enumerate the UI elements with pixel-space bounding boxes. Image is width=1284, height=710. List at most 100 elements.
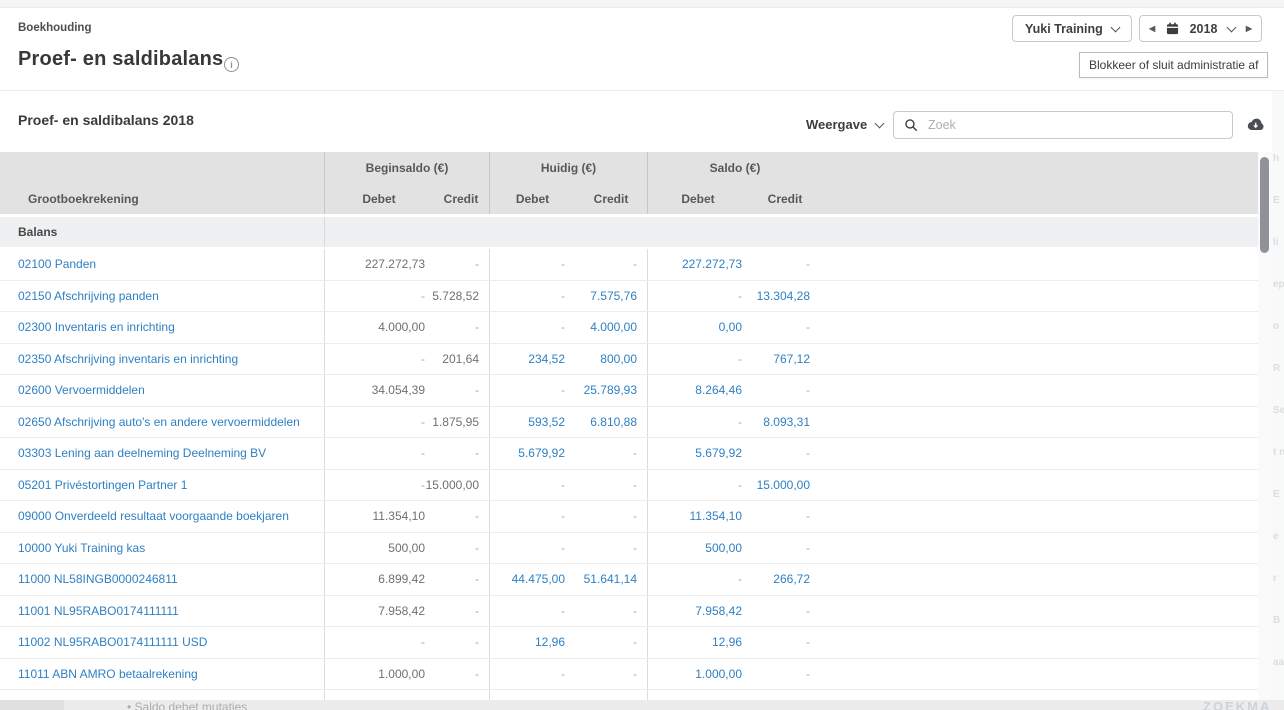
column-header-credit: Credit	[575, 183, 648, 214]
table-body: 02100 Panden 227.272,73 - - - 227.272,73…	[0, 249, 1258, 690]
huidig-debet-value[interactable]: 593,52	[528, 414, 565, 429]
saldo-debet-value: -	[738, 288, 742, 303]
account-link[interactable]: 03303 Lening aan deelneming Deelneming B…	[18, 446, 267, 461]
account-link[interactable]: 11002 NL95RABO0174111111 USD	[18, 635, 208, 650]
saldo-credit-value: -	[806, 603, 810, 618]
account-link[interactable]: 02350 Afschrijving inventaris en inricht…	[18, 351, 239, 366]
huidig-debet-value: -	[561, 666, 565, 681]
edge-peek-text: E	[1273, 489, 1280, 500]
edge-peek-text: R	[1273, 363, 1281, 374]
saldo-credit-value[interactable]: 767,12	[773, 351, 810, 366]
edge-peek-text: h	[1273, 153, 1280, 164]
view-dropdown[interactable]: Weergave	[806, 117, 885, 132]
next-year-arrow-icon[interactable]: ▶	[1245, 23, 1252, 33]
account-link[interactable]: 05201 Privéstortingen Partner 1	[18, 477, 188, 492]
huidig-credit-value: -	[633, 446, 637, 461]
corner-watermark-text: ZOEKMA	[1203, 700, 1272, 710]
huidig-debet-value[interactable]: 44.475,00	[511, 572, 565, 587]
huidig-credit-value[interactable]: 7.575,76	[590, 288, 637, 303]
account-link[interactable]: 09000 Onverdeeld resultaat voorgaande bo…	[18, 509, 289, 524]
huidig-credit-value: -	[633, 666, 637, 681]
beginsaldo-credit-value: 1.875,95	[432, 414, 479, 429]
huidig-debet-value: -	[561, 540, 565, 555]
account-link[interactable]: 02150 Afschrijving panden	[18, 288, 159, 303]
previous-year-arrow-icon[interactable]: ◀	[1149, 23, 1156, 33]
beginsaldo-credit-value: -	[475, 635, 479, 650]
huidig-credit-value[interactable]: 6.810,88	[590, 414, 637, 429]
huidig-debet-value: -	[561, 320, 565, 335]
table-group-header-row: Beginsaldo (€) Huidig (€) Saldo (€)	[0, 152, 1258, 183]
huidig-credit-value[interactable]: 4.000,00	[590, 320, 637, 335]
account-link[interactable]: 11011 ABN AMRO betaalrekening	[18, 666, 198, 681]
table-row: 02600 Vervoermiddelen 34.054,39 - - 25.7…	[0, 375, 1258, 407]
account-link[interactable]: 10000 Yuki Training kas	[18, 540, 146, 555]
beginsaldo-credit-value: -	[475, 383, 479, 398]
huidig-debet-value[interactable]: 234,52	[528, 351, 565, 366]
huidig-credit-value[interactable]: 51.641,14	[583, 572, 637, 587]
company-selector[interactable]: Yuki Training	[1012, 15, 1132, 42]
saldo-credit-value[interactable]: 13.304,28	[756, 288, 810, 303]
panel-divider	[0, 90, 1284, 91]
vertical-scrollbar[interactable]	[1258, 152, 1272, 710]
edge-peek-text: o	[1273, 321, 1280, 332]
huidig-credit-value[interactable]: 800,00	[600, 351, 637, 366]
beginsaldo-debet-value: -	[421, 351, 425, 366]
column-header-credit: Credit	[767, 191, 803, 206]
huidig-credit-value: -	[633, 509, 637, 524]
saldo-credit-value[interactable]: 8.093,31	[763, 414, 810, 429]
edge-peek-text: aa	[1273, 657, 1284, 668]
download-cloud-icon[interactable]	[1246, 117, 1265, 132]
block-administration-button[interactable]: Blokkeer of sluit administratie af	[1079, 52, 1269, 78]
year-value[interactable]: 2018	[1189, 21, 1218, 36]
account-link[interactable]: 02650 Afschrijving auto's en andere verv…	[18, 414, 300, 429]
saldo-debet-value[interactable]: 0,00	[718, 320, 742, 335]
saldo-debet-value[interactable]: 500,00	[705, 540, 742, 555]
edge-peek-text: B	[1273, 615, 1281, 626]
saldo-debet-value[interactable]: 11.354,10	[689, 509, 743, 524]
saldo-debet-value[interactable]: 1.000,00	[695, 666, 742, 681]
search-box[interactable]	[893, 111, 1233, 139]
saldo-debet-value[interactable]: 12,96	[711, 635, 742, 650]
huidig-credit-value: -	[633, 603, 637, 618]
saldo-debet-value[interactable]: 227.272,73	[681, 257, 742, 272]
saldo-debet-value: -	[738, 414, 742, 429]
account-link[interactable]: 11000 NL58INGB0000246811	[18, 572, 178, 587]
beginsaldo-credit-value: 201,64	[442, 351, 479, 366]
table-column-header-row: Grootboekrekening Debet Credit Debet Cre…	[0, 183, 1258, 214]
info-icon[interactable]: i	[224, 57, 239, 72]
scrollbar-thumb[interactable]	[1260, 157, 1269, 253]
group-header-beginsaldo: Beginsaldo (€)	[325, 152, 490, 183]
beginsaldo-debet-value: 1.000,00	[378, 666, 425, 681]
huidig-credit-value: -	[633, 540, 637, 555]
search-input[interactable]	[926, 117, 1222, 133]
saldo-credit-value[interactable]: 266,72	[773, 572, 810, 587]
huidig-debet-value: -	[561, 288, 565, 303]
saldo-credit-value: -	[806, 540, 810, 555]
table-footer-legend: • Saldo debet mutaties ZOEKMA	[0, 700, 1284, 710]
saldo-debet-value[interactable]: 5.679,92	[695, 446, 742, 461]
saldo-debet-value[interactable]: 7.958,42	[695, 603, 742, 618]
huidig-credit-value[interactable]: 25.789,93	[583, 383, 637, 398]
edge-peek-text: Se	[1273, 405, 1284, 416]
saldo-credit-value[interactable]: 15.000,00	[756, 477, 810, 492]
huidig-debet-value: -	[561, 257, 565, 272]
account-link[interactable]: 02600 Vervoermiddelen	[18, 383, 145, 398]
beginsaldo-debet-value: -	[421, 414, 425, 429]
beginsaldo-credit-value: -	[475, 509, 479, 524]
huidig-debet-value[interactable]: 5.679,92	[518, 446, 565, 461]
account-link[interactable]: 11001 NL95RABO0174111111	[18, 603, 179, 618]
year-navigator[interactable]: ◀ 2018 ▶	[1139, 15, 1262, 42]
breadcrumb[interactable]: Boekhouding	[18, 22, 92, 34]
table-row: 02650 Afschrijving auto's en andere verv…	[0, 406, 1258, 438]
beginsaldo-credit-value: -	[475, 540, 479, 555]
chevron-down-icon	[874, 118, 885, 128]
edge-peek-text: li	[1273, 237, 1279, 248]
section-label: Balans	[0, 217, 325, 247]
beginsaldo-debet-value: 34.054,39	[371, 383, 425, 398]
huidig-debet-value[interactable]: 12,96	[534, 635, 565, 650]
saldo-debet-value[interactable]: 8.264,46	[695, 383, 742, 398]
table-row: 02350 Afschrijving inventaris en inricht…	[0, 343, 1258, 375]
account-link[interactable]: 02100 Panden	[18, 257, 97, 272]
account-link[interactable]: 02300 Inventaris en inrichting	[18, 320, 175, 335]
table-row: 11002 NL95RABO0174111111 USD - - 12,96 -…	[0, 627, 1258, 659]
